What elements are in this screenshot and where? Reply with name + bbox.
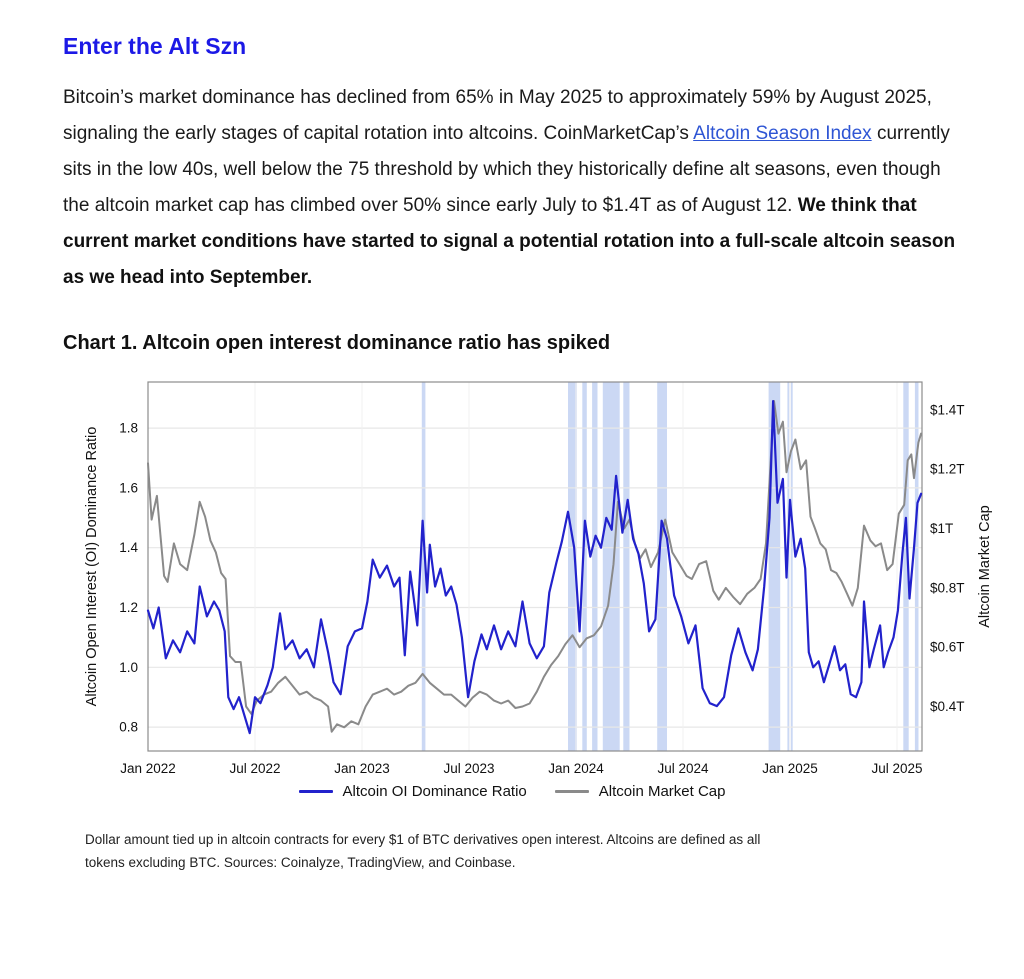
x-axis-tick-label: Jan 2025 <box>762 761 818 776</box>
right-axis-tick-label: $1T <box>930 521 953 536</box>
event-band <box>421 382 426 751</box>
right-axis-tick-label: $1.4T <box>930 402 965 417</box>
right-axis-tick-label: $0.4T <box>930 699 965 714</box>
altcoin-season-index-link[interactable]: Altcoin Season Index <box>693 123 872 144</box>
paragraph-bold-text: We think that current market conditions … <box>63 195 956 288</box>
legend-label-market-cap: Altcoin Market Cap <box>598 783 726 800</box>
legend-label-oi-ratio: Altcoin OI Dominance Ratio <box>342 783 527 800</box>
x-axis-tick-label: Jul 2025 <box>871 761 922 776</box>
paragraph-text-2: currently sits in the low 40s, well belo… <box>63 123 950 216</box>
legend-line-blue <box>298 790 333 793</box>
left-axis-tick-label: 1.8 <box>119 421 138 436</box>
x-axis-tick-label: Jul 2023 <box>443 761 494 776</box>
chart-legend: Altcoin OI Dominance Ratio Altcoin Marke… <box>0 783 1024 800</box>
event-band <box>623 382 630 751</box>
legend-line-gray <box>554 790 589 793</box>
event-band <box>787 382 790 751</box>
event-band <box>657 382 667 751</box>
event-band <box>568 382 577 751</box>
right-axis-tick-label: $1.2T <box>930 462 965 477</box>
article: Enter the Alt Szn Bitcoin’s market domin… <box>0 33 1024 874</box>
left-axis-tick-label: 0.8 <box>119 720 138 735</box>
x-axis-tick-label: Jan 2023 <box>334 761 390 776</box>
event-band <box>582 382 587 751</box>
event-band <box>790 382 793 751</box>
chart-footnote: Dollar amount tied up in altcoin contrac… <box>85 828 885 874</box>
x-axis-tick-label: Jan 2022 <box>120 761 176 776</box>
x-axis-tick-label: Jul 2022 <box>229 761 280 776</box>
legend-item-oi-ratio: Altcoin OI Dominance Ratio <box>298 783 527 800</box>
event-band <box>602 382 620 751</box>
footnote-line-2: tokens excluding BTC. Sources: Coinalyze… <box>85 855 516 870</box>
left-axis-title: Altcoin Open Interest (OI) Dominance Rat… <box>84 427 100 707</box>
event-band <box>914 382 919 751</box>
intro-paragraph: Bitcoin’s market dominance has declined … <box>63 80 960 296</box>
left-axis-tick-label: 1.6 <box>119 480 138 495</box>
chart-svg: 1.8 1.6 1.4 1.2 1.0 0.8 $1.4T $1.2T $1T $0.8T $0.6… <box>84 381 993 776</box>
chart-title: Chart 1. Altcoin open interest dominance… <box>63 332 611 354</box>
x-axis-tick-label: Jan 2024 <box>548 761 604 776</box>
paragraph-text-1: Bitcoin’s market dominance has declined … <box>63 87 932 144</box>
footnote-line-1: Dollar amount tied up in altcoin contrac… <box>85 832 761 847</box>
event-band <box>592 382 598 751</box>
event-band <box>768 382 781 751</box>
right-axis-title: Altcoin Market Cap <box>977 505 993 628</box>
plot-border <box>147 381 923 752</box>
event-band <box>903 382 909 751</box>
right-axis-tick-label: $0.6T <box>930 640 965 655</box>
right-axis-tick-label: $0.8T <box>930 580 965 595</box>
left-axis-tick-label: 1.0 <box>119 660 138 675</box>
left-axis-tick-label: 1.2 <box>119 600 138 615</box>
left-axis-tick-label: 1.4 <box>119 540 138 555</box>
page-title: Enter the Alt Szn <box>63 33 247 59</box>
legend-item-market-cap: Altcoin Market Cap <box>554 783 726 800</box>
series-line-oi-dominance-ratio <box>146 400 923 735</box>
x-axis-tick-label: Jul 2024 <box>657 761 709 776</box>
chart: 1.8 1.6 1.4 1.2 1.0 0.8 $1.4T $1.2T $1T $0.8T $0.6… <box>0 375 1024 874</box>
